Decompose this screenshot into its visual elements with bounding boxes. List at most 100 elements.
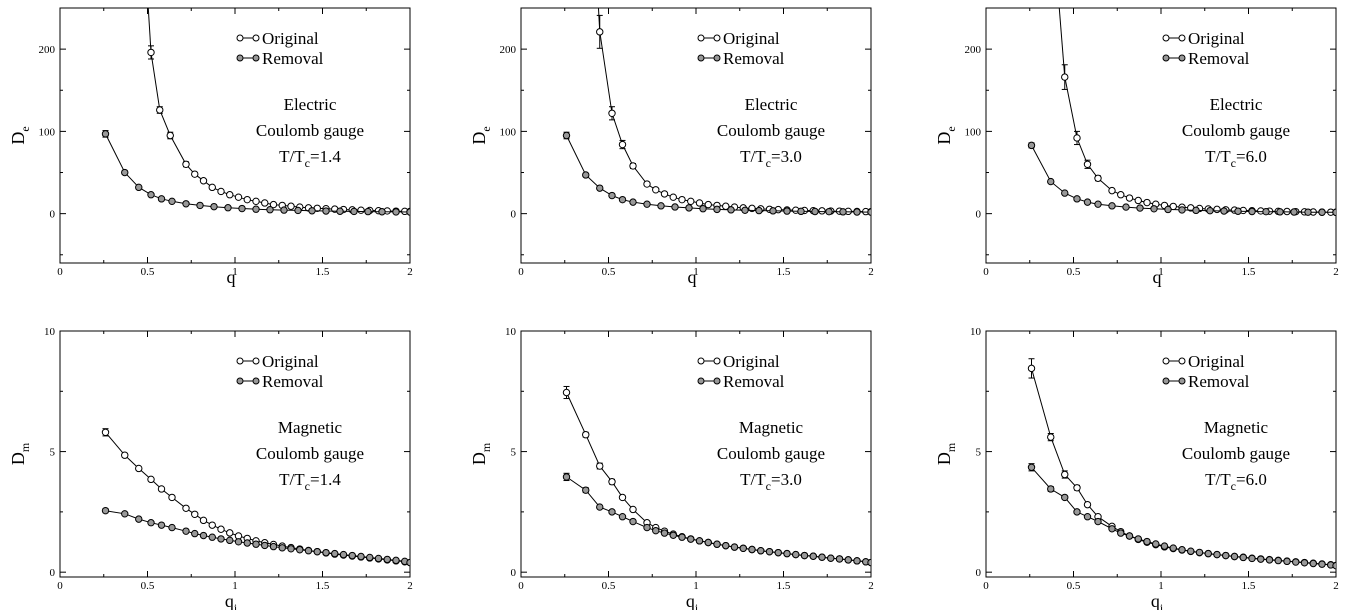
data-point-original xyxy=(704,200,712,209)
data-point-removal xyxy=(809,552,817,560)
x-tick-label: 1.5 xyxy=(777,580,791,592)
annotation-gauge: Coulomb gauge xyxy=(256,121,364,140)
data-point-removal xyxy=(366,553,374,562)
data-point-removal xyxy=(1187,547,1195,555)
x-axis-label: qi xyxy=(1151,591,1164,610)
data-point-original xyxy=(147,48,155,57)
series-line-extension xyxy=(147,8,152,53)
data-point-removal xyxy=(797,207,805,216)
x-tick-label: 1 xyxy=(1158,266,1164,278)
data-point-removal xyxy=(835,555,844,563)
data-point-original xyxy=(1073,484,1081,492)
plot-data xyxy=(562,8,871,216)
data-point-removal xyxy=(1094,200,1102,208)
annotation-temperature: T/Tc=3.0 xyxy=(740,470,802,493)
y-axis-label-sub: m xyxy=(944,442,958,452)
data-point-removal xyxy=(1047,485,1055,493)
data-point-removal xyxy=(304,547,313,555)
data-point-removal xyxy=(867,558,871,567)
annotation-gauge: Coulomb gauge xyxy=(1182,444,1290,463)
data-point-removal xyxy=(1134,535,1142,543)
y-tick-label: 0 xyxy=(976,209,982,221)
temperature-value: =3.0 xyxy=(771,147,802,166)
data-point-removal xyxy=(608,191,616,200)
data-point-original xyxy=(1073,134,1081,142)
x-tick-label: 2 xyxy=(407,266,413,278)
data-point-removal xyxy=(769,207,777,215)
y-axis-label-main: D xyxy=(469,132,489,145)
data-point-removal xyxy=(1276,208,1284,216)
legend-marker xyxy=(236,357,244,365)
data-point-removal xyxy=(800,551,809,560)
data-point-original xyxy=(1061,470,1069,479)
data-point-removal xyxy=(669,531,677,539)
temperature-sub: c xyxy=(766,479,771,493)
data-point-removal xyxy=(643,200,651,208)
data-point-original xyxy=(1083,500,1092,509)
data-point-removal xyxy=(308,207,316,215)
data-point-removal xyxy=(182,527,190,535)
y-tick-label: 200 xyxy=(500,44,517,56)
data-point-removal xyxy=(582,486,590,494)
series-line-removal xyxy=(105,510,410,563)
data-point-removal xyxy=(687,535,695,543)
data-point-removal xyxy=(1230,552,1239,561)
annotation-field: Magnetic xyxy=(278,418,343,437)
x-axis-label: q xyxy=(1153,267,1162,287)
y-tick-label: 10 xyxy=(970,326,982,338)
data-point-removal xyxy=(348,551,356,560)
annotation-field: Electric xyxy=(1210,95,1263,114)
x-tick-label: 2 xyxy=(868,266,874,278)
temperature-prefix: T/T xyxy=(740,470,766,489)
series-line-removal xyxy=(566,135,871,213)
data-point-original xyxy=(618,140,627,149)
data-point-removal xyxy=(1178,206,1186,214)
data-point-removal xyxy=(252,540,260,548)
data-point-removal xyxy=(135,515,143,523)
data-point-removal xyxy=(1283,557,1291,566)
y-axis-label: Dm xyxy=(469,442,493,465)
data-point-removal xyxy=(261,541,269,550)
data-point-original xyxy=(652,186,660,194)
data-point-removal xyxy=(774,548,782,557)
legend-label: Removal xyxy=(262,372,324,391)
data-point-removal xyxy=(825,207,833,216)
data-point-removal xyxy=(1304,208,1312,216)
annotation-gauge: Coulomb gauge xyxy=(256,444,364,463)
data-point-removal xyxy=(1318,560,1326,568)
y-axis-label-sub: e xyxy=(479,126,493,131)
data-point-removal xyxy=(657,202,665,210)
y-tick-label: 100 xyxy=(39,126,56,138)
data-point-original xyxy=(157,485,166,493)
data-point-removal xyxy=(671,203,679,211)
data-point-original xyxy=(135,464,143,473)
data-point-removal xyxy=(783,549,791,558)
x-tick-label: 0 xyxy=(57,266,63,278)
series-line-original xyxy=(566,392,871,563)
x-tick-label: 1.5 xyxy=(777,266,791,278)
data-point-original xyxy=(199,516,208,525)
legend-marker xyxy=(252,357,260,365)
x-tick-label: 0.5 xyxy=(141,580,155,592)
y-tick-label: 5 xyxy=(50,447,56,459)
y-axis-label-main: D xyxy=(469,452,489,465)
data-point-removal xyxy=(765,547,774,556)
data-point-original xyxy=(269,200,278,209)
x-tick-label: 1 xyxy=(232,266,238,278)
temperature-prefix: T/T xyxy=(740,147,766,166)
data-point-original xyxy=(596,462,604,470)
y-axis-label-main: D xyxy=(934,132,954,145)
data-point-removal xyxy=(234,538,243,546)
y-axis-label: Dm xyxy=(8,442,32,465)
data-point-removal xyxy=(608,508,616,516)
data-point-removal xyxy=(1136,204,1144,212)
data-point-original xyxy=(678,195,686,204)
data-point-removal xyxy=(266,205,274,214)
data-point-removal xyxy=(101,130,110,138)
data-point-removal xyxy=(739,544,747,552)
data-point-removal xyxy=(629,198,637,206)
data-point-original xyxy=(287,202,295,210)
data-point-removal xyxy=(196,201,204,210)
